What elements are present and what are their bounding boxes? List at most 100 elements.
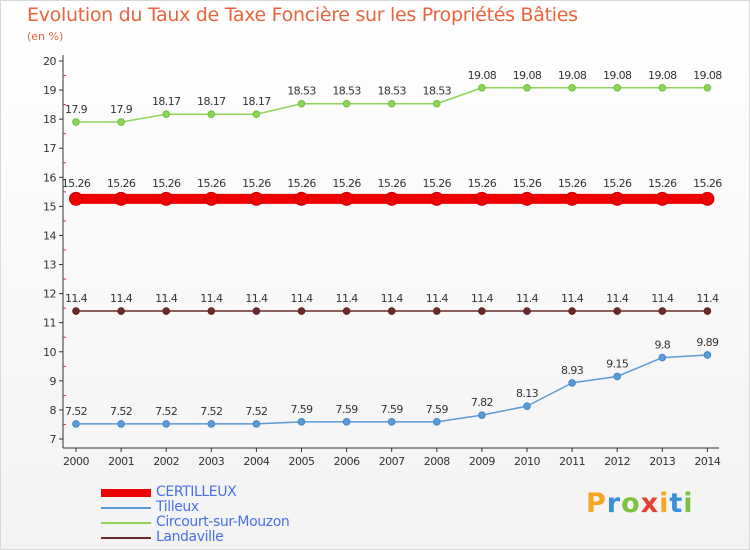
data-label-tilleux: 7.52	[110, 405, 132, 418]
data-point-landaville	[162, 307, 170, 315]
data-point-circourt-sur-mouzon	[568, 83, 576, 92]
data-point-landaville	[207, 307, 216, 315]
data-point-tilleux	[703, 351, 712, 359]
y-tick-label: 9	[50, 375, 57, 388]
data-point-certilleux	[565, 191, 580, 206]
data-label-certilleux: 15.26	[107, 177, 136, 190]
data-point-landaville	[613, 307, 622, 315]
x-tick-label: 2001	[108, 455, 134, 468]
data-label-tilleux: 9.89	[696, 336, 719, 349]
data-label-circourt-sur-mouzon: 17.9	[110, 103, 133, 116]
y-tick-label: 12	[43, 288, 56, 301]
data-point-tilleux	[207, 420, 216, 428]
data-label-circourt-sur-mouzon: 18.17	[152, 95, 181, 108]
y-tick-label: 11	[43, 317, 56, 330]
data-point-certilleux	[700, 191, 715, 206]
data-point-certilleux	[610, 191, 625, 206]
data-label-certilleux: 15.26	[197, 177, 226, 190]
data-label-tilleux: 9.15	[606, 357, 629, 370]
x-tick-label: 2010	[514, 455, 540, 468]
data-point-tilleux	[478, 411, 486, 419]
data-label-landaville: 11.4	[696, 292, 719, 305]
data-point-landaville	[568, 307, 576, 315]
data-point-landaville	[297, 307, 306, 315]
x-tick-label: 2011	[559, 455, 585, 468]
data-label-landaville: 11.4	[651, 292, 674, 305]
data-point-circourt-sur-mouzon	[703, 83, 712, 92]
data-label-certilleux: 15.26	[648, 177, 677, 190]
data-label-circourt-sur-mouzon: 19.08	[648, 69, 677, 82]
data-label-certilleux: 15.26	[242, 177, 271, 190]
data-label-landaville: 11.4	[426, 292, 449, 305]
data-label-landaville: 11.4	[110, 292, 133, 305]
data-label-certilleux: 15.26	[558, 177, 587, 190]
data-point-circourt-sur-mouzon	[658, 83, 667, 92]
data-point-landaville	[342, 307, 351, 315]
y-tick-label: 17	[43, 142, 56, 155]
data-label-circourt-sur-mouzon: 18.53	[423, 85, 452, 98]
legend-swatch-certilleux	[101, 489, 151, 497]
data-point-tilleux	[342, 418, 351, 426]
data-label-circourt-sur-mouzon: 18.17	[197, 95, 226, 108]
y-tick-label: 18	[43, 113, 56, 126]
data-point-tilleux	[297, 418, 306, 426]
data-point-circourt-sur-mouzon	[433, 99, 441, 108]
data-label-tilleux: 7.52	[245, 405, 267, 418]
data-point-certilleux	[294, 191, 309, 206]
data-label-landaville: 11.4	[606, 292, 629, 305]
data-label-tilleux: 7.52	[155, 405, 177, 418]
chart-title: Evolution du Taux de Taxe Foncière sur l…	[27, 4, 578, 26]
data-label-certilleux: 15.26	[603, 177, 632, 190]
data-point-tilleux	[117, 420, 125, 428]
x-tick-label: 2008	[424, 455, 450, 468]
y-tick-label: 7	[50, 433, 57, 446]
x-tick-label: 2005	[289, 455, 315, 468]
x-tick-label: 2014	[694, 455, 720, 468]
data-point-certilleux	[429, 191, 444, 206]
data-label-circourt-sur-mouzon: 19.08	[513, 69, 542, 82]
data-point-tilleux	[658, 353, 667, 362]
data-label-circourt-sur-mouzon: 19.08	[468, 69, 497, 82]
data-label-landaville: 11.4	[245, 292, 268, 305]
data-label-circourt-sur-mouzon: 19.08	[558, 69, 587, 82]
data-label-tilleux: 8.93	[561, 364, 584, 377]
data-label-landaville: 11.4	[200, 292, 223, 305]
data-label-certilleux: 15.26	[693, 177, 722, 190]
data-label-landaville: 11.4	[381, 292, 404, 305]
data-label-certilleux: 15.26	[152, 177, 181, 190]
unit-label: (en %)	[27, 30, 64, 43]
data-point-tilleux	[523, 402, 531, 410]
data-point-circourt-sur-mouzon	[342, 99, 351, 108]
data-point-landaville	[72, 307, 80, 315]
data-point-circourt-sur-mouzon	[297, 99, 306, 108]
x-tick-label: 2006	[334, 455, 360, 468]
y-tick-label: 13	[43, 259, 56, 272]
y-tick-label: 16	[43, 171, 56, 184]
data-label-certilleux: 15.26	[468, 177, 497, 190]
x-tick-label: 2002	[153, 455, 179, 468]
y-tick-label: 10	[43, 346, 56, 359]
x-tick-label: 2013	[649, 455, 675, 468]
data-point-circourt-sur-mouzon	[162, 110, 170, 119]
data-point-tilleux	[387, 418, 396, 426]
y-tick-label: 20	[43, 55, 56, 68]
data-label-landaville: 11.4	[155, 292, 178, 305]
logo-letter: P	[586, 488, 607, 519]
legend-label-landaville: Landaville	[156, 529, 224, 545]
y-tick-label: 14	[43, 229, 56, 242]
proxiti-logo: Proxiti	[586, 488, 694, 519]
data-point-circourt-sur-mouzon	[387, 99, 396, 108]
y-tick-label: 15	[43, 200, 56, 213]
data-label-tilleux: 8.13	[516, 387, 539, 400]
data-label-certilleux: 15.26	[423, 177, 452, 190]
data-point-circourt-sur-mouzon	[207, 110, 216, 119]
data-point-landaville	[523, 307, 531, 315]
logo-letter: t	[669, 488, 684, 519]
data-label-tilleux: 7.59	[336, 403, 359, 416]
data-label-circourt-sur-mouzon: 19.08	[603, 69, 632, 82]
data-point-certilleux	[114, 191, 129, 206]
data-point-certilleux	[204, 191, 219, 206]
data-label-certilleux: 15.26	[513, 177, 542, 190]
